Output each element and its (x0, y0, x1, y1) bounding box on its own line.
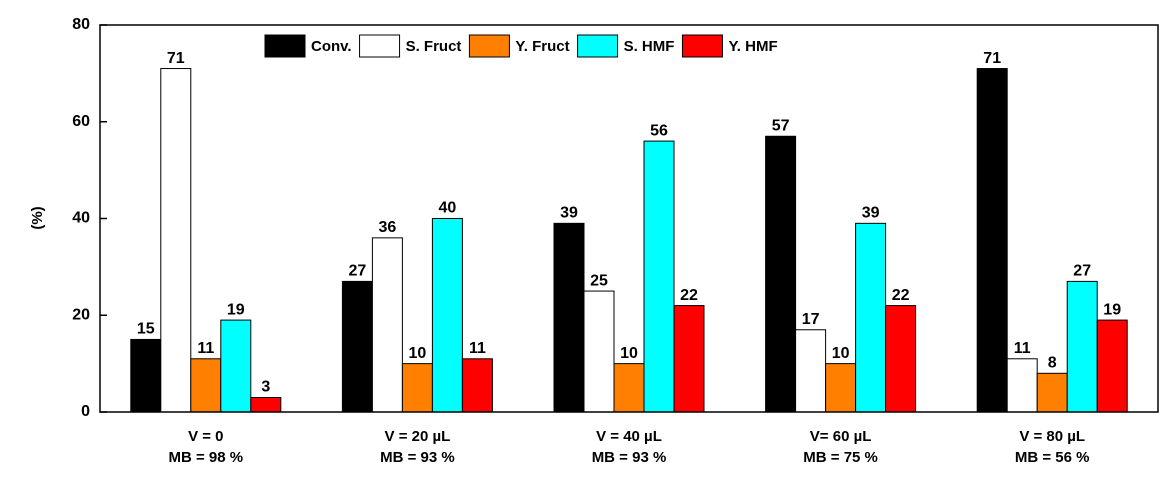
data-label: 15 (137, 321, 155, 338)
bar (190, 358, 222, 413)
data-label: 10 (409, 345, 427, 362)
bar (643, 140, 675, 413)
bar (341, 280, 373, 413)
x-tick-label: V= 60 µL (810, 428, 872, 445)
legend-label: Y. HMF (728, 38, 777, 55)
data-label: 71 (167, 50, 185, 67)
bar (553, 222, 585, 413)
bar (825, 363, 857, 413)
data-label: 57 (772, 117, 790, 134)
bar (371, 237, 403, 413)
x-tick-label: V = 0 (188, 428, 223, 445)
legend-swatch (264, 34, 306, 58)
bar (160, 68, 192, 413)
bar (976, 68, 1008, 413)
bar (855, 222, 887, 413)
bar (1006, 358, 1038, 413)
data-label: 10 (620, 345, 638, 362)
bar (461, 358, 493, 413)
y-tick-label: 0 (81, 403, 90, 420)
legend-swatch (681, 34, 723, 58)
data-label: 56 (650, 122, 668, 139)
x-tick-label: V = 40 µL (596, 428, 662, 445)
data-label: 36 (379, 219, 397, 236)
bar (795, 329, 827, 413)
bar (765, 135, 797, 413)
bar (613, 363, 645, 413)
data-label: 11 (1014, 340, 1031, 357)
y-tick-label: 20 (72, 306, 90, 323)
data-label: 27 (349, 263, 367, 280)
bar (673, 305, 705, 413)
data-label: 22 (680, 287, 698, 304)
legend-label: S. Fruct (406, 38, 462, 55)
bar (1066, 280, 1098, 413)
data-label: 17 (802, 311, 820, 328)
y-tick-label: 60 (72, 113, 90, 130)
legend-swatch (359, 34, 401, 58)
data-label: 27 (1073, 263, 1091, 280)
bar (885, 305, 917, 413)
legend-label: Y. Fruct (515, 38, 569, 55)
data-label: 39 (862, 205, 880, 222)
legend-swatch (468, 34, 510, 58)
legend-label: Conv. (311, 38, 352, 55)
y-tick-label: 80 (72, 16, 90, 33)
data-label: 3 (261, 379, 270, 396)
legend-swatch (577, 34, 619, 58)
y-tick-label: 40 (72, 210, 90, 227)
x-tick-label: MB = 75 % (803, 449, 878, 466)
bar (130, 338, 162, 413)
x-tick-label: MB = 98 % (168, 449, 243, 466)
x-tick-label: V = 20 µL (385, 428, 451, 445)
x-tick-label: MB = 93 % (380, 449, 455, 466)
data-label: 22 (892, 287, 910, 304)
y-axis-label: (%) (29, 206, 46, 229)
bar (1036, 372, 1068, 413)
legend-label: S. HMF (624, 38, 675, 55)
data-label: 71 (983, 50, 1001, 67)
x-tick-label: MB = 56 % (1015, 449, 1090, 466)
data-label: 11 (197, 340, 214, 357)
plot-frame (99, 24, 1159, 413)
bar (220, 319, 252, 413)
bar (250, 396, 282, 413)
data-label: 8 (1048, 355, 1057, 372)
x-tick-label: V = 80 µL (1019, 428, 1085, 445)
bar (431, 218, 463, 413)
data-label: 19 (227, 301, 245, 318)
bar (583, 290, 615, 413)
data-label: 19 (1103, 301, 1121, 318)
bar (1096, 319, 1128, 413)
bar (401, 363, 433, 413)
data-label: 10 (832, 345, 850, 362)
data-label: 39 (560, 205, 578, 222)
data-label: 11 (469, 340, 486, 357)
data-label: 25 (590, 272, 608, 289)
x-tick-label: MB = 93 % (592, 449, 667, 466)
data-label: 40 (439, 200, 457, 217)
